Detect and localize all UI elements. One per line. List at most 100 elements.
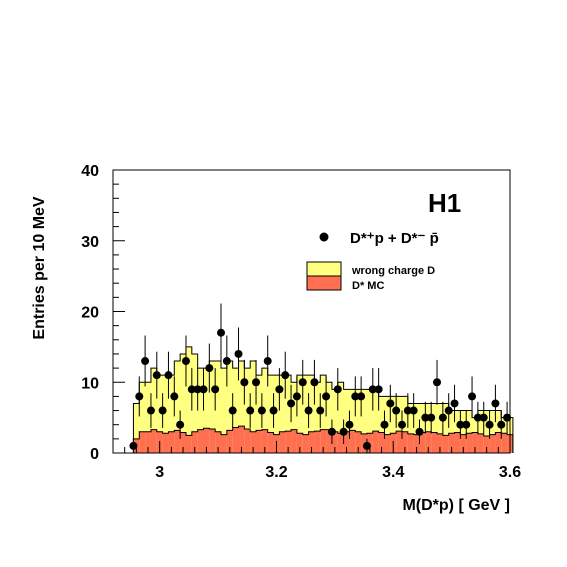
mc-bar: [442, 435, 449, 453]
wrong-charge-bar: [250, 361, 257, 453]
mc-bar: [477, 433, 484, 453]
data-point: [450, 399, 459, 408]
mc-bar: [483, 436, 490, 453]
data-point: [170, 392, 179, 401]
wrong-charge-bar: [407, 403, 414, 453]
mc-bar: [355, 431, 362, 453]
wrong-charge-bar: [448, 410, 455, 453]
wrong-charge-bar: [343, 389, 350, 453]
legend-mc-label: D* MC: [352, 280, 384, 292]
data-point: [269, 406, 278, 415]
mc-bar: [203, 428, 210, 453]
data-point: [234, 349, 243, 358]
wrong-charge-bar: [180, 353, 186, 453]
wrong-charge-bar: [197, 368, 204, 453]
data-point: [281, 371, 290, 380]
data-point: [468, 392, 477, 401]
mc-bar: [314, 431, 321, 453]
data-point: [158, 406, 167, 415]
mc-bar: [267, 432, 274, 453]
data-point: [246, 406, 255, 415]
mc-bar: [419, 432, 426, 453]
data-point: [421, 413, 430, 422]
mc-bar: [221, 434, 227, 453]
wrong-charge-bar: [372, 389, 379, 453]
data-point: [380, 420, 389, 429]
data-point: [287, 399, 296, 408]
wrong-charge-bar: [308, 375, 315, 453]
data-point: [386, 399, 395, 408]
data-point: [397, 420, 406, 429]
mc-bar: [180, 432, 186, 453]
data-point: [263, 357, 272, 366]
mc-bar: [191, 431, 198, 453]
wrong-charge-bar: [291, 382, 297, 453]
legend-wrong-charge-label: wrong charge D: [351, 265, 435, 277]
mc-bar: [168, 431, 175, 453]
data-point: [497, 420, 506, 429]
y-axis-label: Entries per 10 MeV: [31, 196, 48, 340]
data-point: [392, 406, 401, 415]
x-tick-label: 3.4: [382, 464, 404, 481]
wrong-charge-bar: [466, 410, 473, 453]
data-point: [444, 406, 453, 415]
wrong-charge-bar: [331, 389, 338, 453]
mc-bar: [431, 432, 438, 453]
data-point: [316, 406, 325, 415]
data-point: [485, 420, 494, 429]
data-point: [217, 328, 226, 337]
mc-bar: [501, 433, 508, 453]
wrong-charge-bar: [133, 403, 140, 453]
mc-bar: [372, 431, 379, 453]
wrong-charge-bar: [431, 403, 438, 453]
wrong-charge-bar: [483, 410, 490, 453]
wrong-charge-bar: [355, 389, 362, 453]
y-tick-label: 0: [90, 446, 99, 463]
mc-bar: [244, 428, 251, 453]
mc-bar: [366, 433, 373, 453]
data-point: [427, 413, 436, 422]
data-point: [362, 441, 371, 450]
data-point: [479, 413, 488, 422]
mc-bar: [337, 433, 344, 453]
wrong-charge-bar: [273, 375, 280, 453]
mc-bar: [150, 429, 157, 453]
data-point: [503, 413, 512, 422]
data-points: [129, 303, 512, 453]
y-tick-label: 10: [81, 375, 99, 392]
data-point: [181, 357, 190, 366]
data-point: [257, 406, 266, 415]
mc-bar: [261, 429, 268, 453]
wrong-charge-bar: [419, 403, 426, 453]
data-point: [228, 406, 237, 415]
wrong-charge-bar: [349, 389, 356, 453]
wrong-charge-bar: [185, 346, 192, 453]
data-point: [164, 371, 173, 380]
data-point: [374, 385, 383, 394]
wrong-charge-bar: [489, 410, 496, 453]
mc-bar: [226, 430, 233, 453]
wrong-charge-bar: [361, 389, 367, 453]
data-point: [176, 420, 185, 429]
wrong-charge-bar: [162, 375, 169, 453]
data-point: [351, 392, 360, 401]
wrong-charge-bar: [302, 375, 309, 453]
mc-outline: [132, 425, 514, 453]
mc-bar: [291, 429, 297, 453]
data-point: [304, 406, 313, 415]
data-point: [193, 385, 202, 394]
data-point: [298, 378, 307, 387]
mc-bar: [197, 429, 204, 453]
mc-bar: [296, 433, 303, 453]
wrong-charge-bar: [425, 403, 432, 453]
y-tick-label: 30: [81, 234, 99, 251]
mc-bar: [215, 431, 222, 453]
data-point: [462, 420, 471, 429]
data-point: [275, 385, 284, 394]
wrong-charge-bar: [156, 375, 163, 453]
wrong-charge-bar: [413, 403, 420, 453]
data-point: [409, 406, 418, 415]
mc-bar: [489, 434, 496, 453]
wrong-charge-bar: [238, 361, 245, 453]
mc-bar: [425, 431, 432, 453]
